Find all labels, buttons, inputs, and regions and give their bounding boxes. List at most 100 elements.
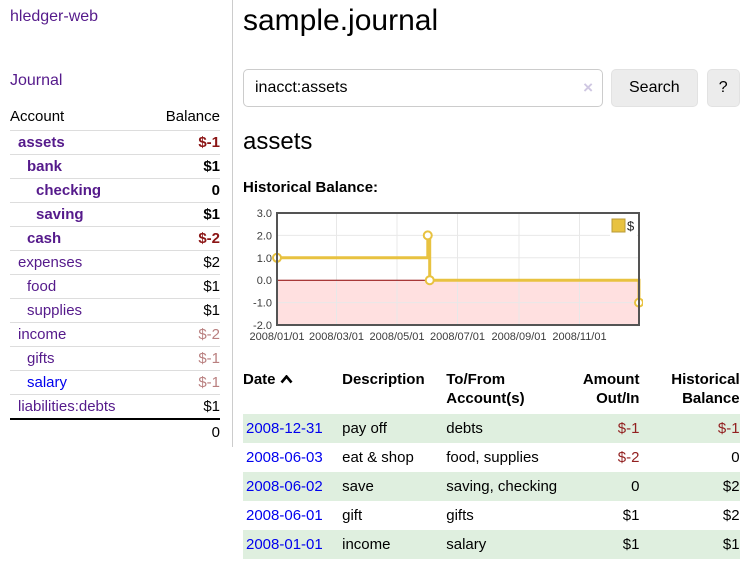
account-link-bank[interactable]: bank: [27, 158, 63, 175]
account-balance: $-2: [148, 226, 220, 251]
clear-search-icon[interactable]: ×: [583, 78, 593, 97]
search-input[interactable]: [243, 69, 603, 107]
transaction-amount: $-1: [617, 420, 640, 437]
transaction-accounts: debts: [446, 420, 483, 437]
transaction-date-link[interactable]: 2008-06-01: [246, 507, 323, 524]
accounts-header-account: Account: [10, 108, 65, 125]
transaction-balance: $1: [722, 536, 740, 553]
transaction-date-link[interactable]: 2008-12-31: [246, 420, 323, 437]
register-header-row: Date Description To/From Account(s) Amou…: [243, 368, 740, 414]
transaction-balance: $2: [722, 507, 740, 524]
chart-data-point: [422, 230, 433, 241]
account-link-food[interactable]: food: [27, 278, 57, 295]
brand: hledger-web: [10, 8, 220, 26]
transaction-date-link[interactable]: 2008-01-01: [246, 536, 323, 553]
account-row: liabilities:debts $1: [10, 394, 220, 419]
transaction-description: save: [342, 478, 374, 495]
accounts-table: Account Balance assets $-1 bank $1 check…: [10, 105, 220, 445]
chart-y-tick-label: -2.0: [253, 320, 272, 332]
account-link-assets[interactable]: assets: [18, 134, 65, 151]
account-balance: $1: [148, 274, 220, 299]
account-link-income[interactable]: income: [18, 326, 67, 343]
register-row: 2008-01-01 income salary $1 $1: [243, 530, 740, 559]
account-row: saving $1: [10, 202, 220, 227]
transaction-date-link[interactable]: 2008-06-03: [246, 449, 323, 466]
chart-y-tick-label: 1.0: [257, 253, 272, 265]
account-link-salary[interactable]: salary: [27, 374, 68, 391]
sort-ascending-icon: [280, 370, 293, 389]
account-row: income $-2: [10, 322, 220, 347]
chart-border: [276, 212, 640, 326]
chart-x-tick-label: 2008/07/01: [430, 331, 485, 343]
chart-legend-swatch: [611, 218, 626, 233]
account-link-checking[interactable]: checking: [36, 182, 102, 199]
transaction-accounts: salary: [446, 536, 487, 553]
account-balance: 0: [148, 178, 220, 203]
balance-chart: $3.0 2.0 1.0 0.0 -1.0 -2.0 2008/01/01 2008/03/0…: [243, 207, 740, 352]
page-title: sample.journal: [243, 4, 439, 37]
account-row: expenses $2: [10, 250, 220, 275]
register-row: 2008-06-03 eat & shop food, supplies $-2…: [243, 443, 740, 472]
chart-x-tick-label: 2008/01/01: [249, 331, 304, 343]
account-balance: $-1: [148, 370, 220, 395]
app-layout: hledger-web Journal Account Balance asse…: [0, 0, 742, 559]
register-row: 2008-06-01 gift gifts $1 $2: [243, 501, 740, 530]
chart-x-tick-label: 2008/11/01: [552, 331, 606, 343]
register-header-amount: Amount Out/In: [582, 371, 640, 407]
account-row: cash $-2: [10, 226, 220, 251]
help-button[interactable]: ?: [706, 69, 740, 107]
account-link-supplies[interactable]: supplies: [27, 302, 83, 319]
chart-x-tick-label: 2008/09/01: [491, 331, 546, 343]
transaction-amount: $1: [622, 507, 640, 524]
chart-x-tick-label: 2008/03/01: [309, 331, 364, 343]
account-row: gifts $-1: [10, 346, 220, 371]
chart-x-tick-label: 2008/05/01: [369, 331, 424, 343]
account-balance: $-2: [148, 322, 220, 347]
account-balance: $1: [148, 202, 220, 227]
chart-data-point: [424, 275, 435, 286]
brand-link[interactable]: hledger-web: [10, 8, 99, 25]
account-link-gifts[interactable]: gifts: [27, 350, 55, 367]
account-link-saving[interactable]: saving: [36, 206, 84, 223]
accounts-header-balance: Balance: [165, 108, 220, 125]
transaction-amount: $-2: [617, 449, 640, 466]
sidebar-nav: Journal: [10, 72, 220, 90]
main-content: sample.journal × Search ? assets Histori…: [233, 0, 742, 559]
account-balance: $1: [148, 394, 220, 419]
account-row: assets $-1: [10, 130, 220, 155]
account-balance: $1: [148, 298, 220, 323]
account-balance: $2: [148, 250, 220, 275]
sidebar: hledger-web Journal Account Balance asse…: [0, 0, 233, 447]
account-balance: $1: [148, 154, 220, 179]
account-row: salary $-1: [10, 370, 220, 395]
search-form: × Search ?: [243, 69, 740, 107]
transaction-amount: 0: [631, 478, 640, 495]
register-header-accounts: To/From Account(s): [446, 371, 525, 407]
chart-y-tick-label: 0.0: [257, 275, 272, 287]
transaction-balance: $-1: [717, 420, 740, 437]
account-row: food $1: [10, 274, 220, 299]
chart-heading: Historical Balance:: [243, 179, 379, 196]
chart-y-tick-label: -1.0: [253, 298, 272, 310]
transaction-description: income: [342, 536, 391, 553]
transaction-date-link[interactable]: 2008-06-02: [246, 478, 323, 495]
transaction-accounts: food, supplies: [446, 449, 539, 466]
account-link-liabilities-debts[interactable]: liabilities:debts: [18, 398, 116, 415]
account-link-expenses[interactable]: expenses: [18, 254, 83, 271]
register-table: Date Description To/From Account(s) Amou…: [243, 368, 740, 559]
accounts-total-row: 0: [10, 418, 220, 445]
sidebar-item-journal[interactable]: Journal: [10, 72, 63, 89]
account-balance: $-1: [148, 130, 220, 155]
register-header-date[interactable]: Date: [243, 368, 342, 414]
register-header-description: Description: [342, 371, 425, 388]
transaction-description: pay off: [342, 420, 387, 437]
account-page-title: assets: [243, 128, 313, 155]
account-balance: $-1: [148, 346, 220, 371]
transaction-description: eat & shop: [342, 449, 414, 466]
register-header-balance: Historical Balance: [671, 371, 740, 407]
account-link-cash[interactable]: cash: [27, 230, 62, 247]
search-button[interactable]: Search: [611, 69, 698, 107]
account-row: bank $1: [10, 154, 220, 179]
accounts-total: 0: [148, 418, 220, 445]
